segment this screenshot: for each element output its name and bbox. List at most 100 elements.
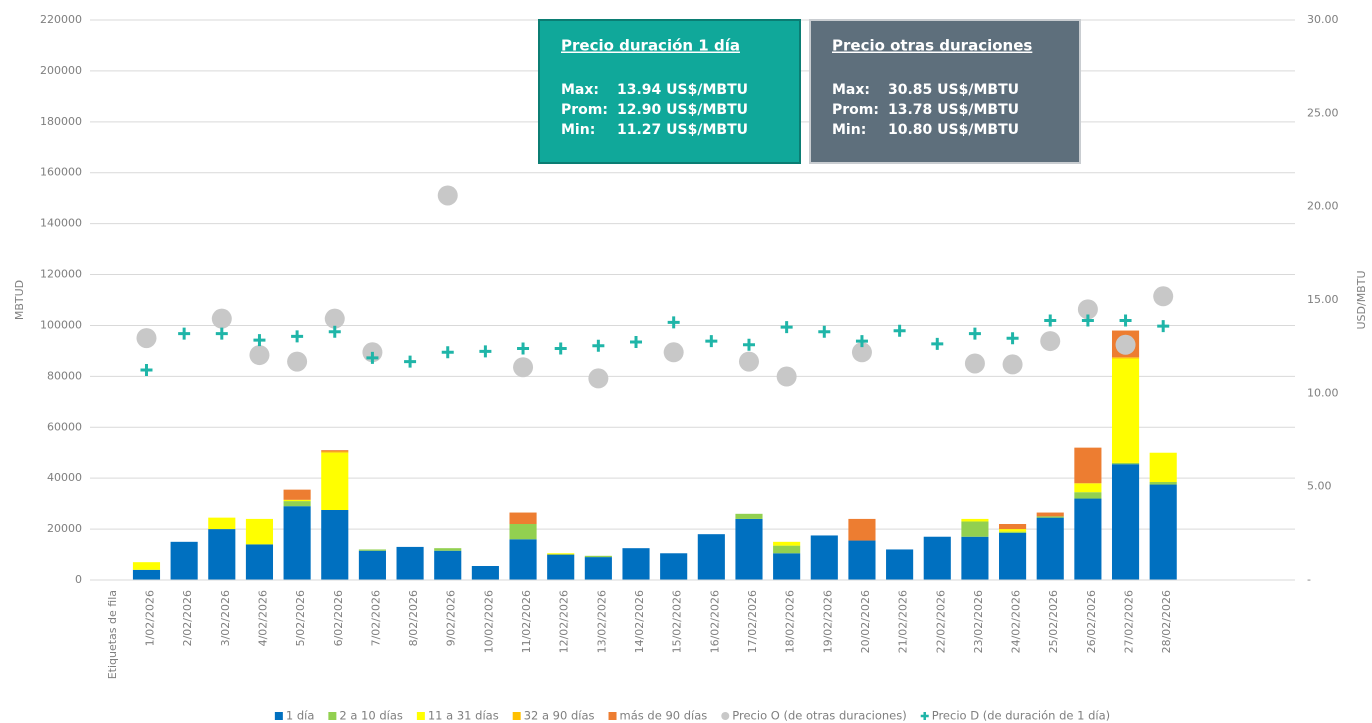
x-tick-label: 27/02/2026 [1123, 590, 1136, 653]
bar-segment [283, 501, 311, 507]
scatter-marker [1044, 314, 1057, 327]
x-tick-label: 17/02/2026 [746, 590, 759, 653]
x-tick-label: Etiquetas de fila [106, 590, 119, 679]
y-tick-label: 80000 [47, 369, 82, 382]
scatter-marker [479, 345, 492, 358]
x-tick-label: 23/02/2026 [972, 590, 985, 653]
scatter-marker [1040, 331, 1061, 352]
scatter-marker [517, 342, 530, 355]
bar-segment [961, 518, 989, 522]
bar-segment [584, 557, 612, 580]
x-tick-label: 15/02/2026 [671, 590, 684, 653]
legend-swatch [328, 712, 337, 720]
bar-segment [961, 521, 989, 537]
bar-segment [1036, 512, 1064, 517]
y-tick-label: 100000 [40, 318, 82, 331]
bar-segment [660, 553, 688, 580]
scatter-marker [437, 185, 458, 206]
scatter-marker [287, 351, 308, 372]
y2-axis-label: USD/MBTU [1355, 270, 1368, 329]
bar-segment [283, 506, 311, 580]
annotation-label: Min: [832, 122, 866, 138]
annotation-title: Precio duración 1 día [561, 37, 740, 55]
bar-segment [961, 536, 989, 580]
x-tick-label: 13/02/2026 [595, 590, 608, 653]
y-tick-label: 60000 [47, 420, 82, 433]
scatter-marker [663, 342, 684, 363]
bar-segment [434, 548, 462, 551]
x-tick-label: 4/02/2026 [256, 590, 269, 646]
bar-segment [810, 535, 838, 580]
scatter-marker [211, 308, 232, 329]
x-tick-label: 20/02/2026 [859, 590, 872, 653]
scatter-marker [513, 357, 534, 378]
bar-segment [1074, 498, 1102, 580]
x-tick-label: 16/02/2026 [708, 590, 721, 653]
bar-segment [848, 518, 876, 541]
bar-segment [321, 450, 349, 452]
bar-segment [697, 534, 725, 580]
bar-segment [999, 524, 1027, 530]
y-tick-label: 120000 [40, 268, 82, 281]
bar-segment [509, 512, 537, 524]
annotation-value: 10.80 US$/MBTU [888, 122, 1019, 138]
y2-tick-label: 25.00 [1307, 106, 1339, 119]
scatter-marker [1006, 332, 1019, 345]
x-tick-label: 5/02/2026 [294, 590, 307, 646]
x-tick-label: 14/02/2026 [633, 590, 646, 653]
x-tick-label: 7/02/2026 [369, 590, 382, 646]
legend: 1 día 2 a 10 días 11 a 31 días 32 a 90 días… [274, 709, 1110, 723]
y2-tick-label: 5.00 [1307, 480, 1332, 493]
bar-segment [321, 452, 349, 510]
annotation-background [538, 19, 801, 164]
y-tick-label: 140000 [40, 217, 82, 230]
bar-segment [1111, 464, 1140, 580]
annotation-label: Max: [832, 82, 870, 98]
y-tick-label: 40000 [47, 471, 82, 484]
scatter-marker [667, 316, 680, 329]
scatter-marker [968, 327, 981, 340]
annotation-value: 11.27 US$/MBTU [617, 122, 748, 138]
bar-segment [999, 532, 1027, 580]
x-tick-label: 2/02/2026 [181, 590, 194, 646]
bar-segment [1036, 517, 1064, 580]
scatter-marker [136, 328, 157, 349]
legend-label: 11 a 31 días [428, 709, 499, 723]
x-tick-label: 26/02/2026 [1085, 590, 1098, 653]
bar-segment [1074, 447, 1102, 484]
bar-segment [735, 513, 763, 519]
annotation-title: Precio otras duraciones [832, 37, 1032, 55]
y2-tick-label: 30.00 [1307, 13, 1339, 26]
legend-swatch [608, 712, 617, 720]
x-tick-label: 1/02/2026 [143, 590, 156, 646]
scatter-marker [738, 351, 759, 372]
scatter-marker [592, 339, 605, 352]
scatter-marker [291, 330, 304, 343]
scatter-marker [742, 338, 755, 351]
x-tick-label: 11/02/2026 [520, 590, 533, 653]
bar-segment [208, 517, 236, 530]
y-tick-label: 180000 [40, 115, 82, 128]
legend-swatch [512, 712, 521, 720]
y-tick-label: 200000 [40, 64, 82, 77]
scatter-marker [140, 364, 153, 376]
y-axis-label: MBTUD [13, 280, 26, 320]
bar-segment [132, 569, 161, 580]
legend-label: 32 a 90 días [524, 709, 595, 723]
bar-segment [1074, 492, 1102, 499]
legend-label: 2 a 10 días [339, 709, 403, 723]
annotation-label: Min: [561, 122, 595, 138]
y2-tick-label: 15.00 [1307, 293, 1339, 306]
legend-swatch [920, 712, 929, 720]
bar-segment [170, 541, 198, 580]
bar-segment [1036, 516, 1064, 518]
bar-segment [999, 529, 1027, 532]
scatter-marker [366, 351, 379, 364]
bar-segment [471, 566, 499, 580]
bar-segment [622, 548, 650, 580]
annotation-value: 12.90 US$/MBTU [617, 102, 748, 118]
scatter-marker [404, 355, 417, 368]
legend-label: Precio D (de duración de 1 día) [932, 709, 1110, 723]
scatter-marker [324, 308, 345, 329]
